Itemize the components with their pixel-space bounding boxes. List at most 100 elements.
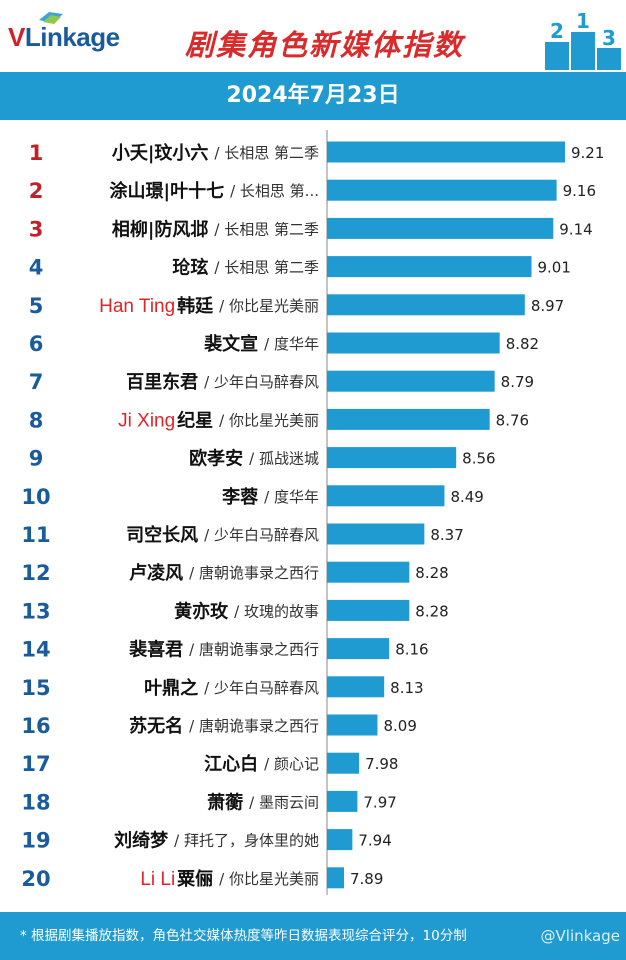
show-label: / 墨雨云间 xyxy=(249,793,319,811)
value-label: 8.49 xyxy=(450,488,483,506)
value-label: 8.28 xyxy=(415,602,448,620)
bar xyxy=(327,485,445,507)
character-name: 欧孝安 xyxy=(189,448,243,470)
show-label: / 孤战迷城 xyxy=(249,450,319,468)
bar xyxy=(327,599,410,621)
page-title: 剧集角色新媒体指数 xyxy=(185,28,465,62)
rank-label: 14 xyxy=(21,638,50,662)
value-label: 9.21 xyxy=(571,144,604,162)
vlinkage-logo: VLinkage xyxy=(8,22,120,53)
rank-label: 1 xyxy=(29,141,44,165)
bar xyxy=(327,561,410,583)
podium-icon: 2 1 3 xyxy=(545,9,621,70)
rank-label: 2 xyxy=(29,179,44,203)
bar xyxy=(327,256,532,278)
rank-label: 4 xyxy=(29,256,44,280)
character-name: 萧蘅 xyxy=(207,792,243,813)
header: VLinkage 剧集角色新媒体指数 2 1 3 xyxy=(0,0,626,72)
rank-label: 15 xyxy=(21,676,50,700)
podium-number-1: 1 xyxy=(576,9,590,33)
character-name: 玱玹 xyxy=(172,257,208,279)
logo-mark-icon xyxy=(39,12,63,24)
show-label: / 唐朝诡事录之西行 xyxy=(189,564,319,582)
value-label: 8.13 xyxy=(390,679,423,697)
rank-label: 11 xyxy=(21,523,50,547)
show-label: / 你比星光美丽 xyxy=(219,411,319,429)
bar xyxy=(327,294,525,316)
rank-label: 10 xyxy=(21,485,50,509)
bar xyxy=(327,790,358,812)
rank-label: 8 xyxy=(29,408,44,432)
show-label: / 玫瑰的故事 xyxy=(234,602,319,620)
value-label: 9.14 xyxy=(559,220,592,238)
show-label: / 度华年 xyxy=(264,488,319,506)
value-label: 7.89 xyxy=(350,870,383,888)
rank-label: 16 xyxy=(21,714,50,738)
value-label: 7.98 xyxy=(365,755,398,773)
show-label: / 长相思 第二季 xyxy=(214,259,319,277)
character-name: 刘绮梦 xyxy=(114,830,169,852)
bar xyxy=(327,141,565,163)
show-label: / 长相思 第... xyxy=(230,182,319,200)
show-label: / 少年白马醉春风 xyxy=(204,679,319,697)
ranking-chart: 1 / 长相思 第二季 小夭|玟小六 9.21 2 / 长相思 第... 涂山璟|叶十七 9.… xyxy=(0,120,626,910)
character-name: 叶鼎之 xyxy=(144,677,198,699)
value-label: 9.01 xyxy=(538,259,571,277)
value-label: 8.82 xyxy=(506,335,539,353)
value-label: 7.94 xyxy=(358,832,391,850)
character-name: 粟俪 xyxy=(176,868,213,890)
value-label: 8.16 xyxy=(395,641,428,659)
footnote: * 根据剧集播放指数，角色社交媒体热度等昨日数据表现综合评分，10分制 xyxy=(20,928,467,944)
show-label: / 唐朝诡事录之西行 xyxy=(189,641,319,659)
logo-v: V xyxy=(8,22,25,52)
bar xyxy=(327,332,500,354)
character-name: 卢凌风 xyxy=(129,562,183,584)
rank-label: 3 xyxy=(29,217,44,241)
value-label: 8.09 xyxy=(383,717,416,735)
bar xyxy=(327,447,457,469)
footer: * 根据剧集播放指数，角色社交媒体热度等昨日数据表现综合评分，10分制 @Vli… xyxy=(0,912,626,960)
character-name: 相柳|防风邶 xyxy=(112,218,209,240)
character-name: 江心白 xyxy=(204,753,258,775)
show-label: / 少年白马醉春风 xyxy=(204,526,319,544)
rank-label: 6 xyxy=(29,332,44,356)
character-name: 司空长风 xyxy=(126,524,198,546)
show-label: / 度华年 xyxy=(264,335,319,353)
rank-label: 18 xyxy=(21,790,50,814)
english-name-note: Ji Xing xyxy=(118,410,175,431)
bar xyxy=(327,867,344,889)
rank-label: 9 xyxy=(29,447,44,471)
value-label: 8.76 xyxy=(496,411,529,429)
character-name: 百里东君 xyxy=(126,371,198,393)
show-label: / 唐朝诡事录之西行 xyxy=(189,717,319,735)
bar xyxy=(327,370,495,392)
podium-number-2: 2 xyxy=(550,19,564,43)
show-label: / 颜心记 xyxy=(264,755,319,773)
value-label: 8.97 xyxy=(531,297,564,315)
footer-brand: @Vlinkage xyxy=(540,927,620,945)
show-label: / 你比星光美丽 xyxy=(219,870,319,888)
bar xyxy=(327,179,557,201)
rank-label: 5 xyxy=(29,294,44,318)
show-label: / 少年白马醉春风 xyxy=(204,373,319,391)
character-name: 黄亦玫 xyxy=(174,600,229,622)
podium-number-3: 3 xyxy=(602,26,616,50)
rank-label: 13 xyxy=(21,599,50,623)
rank-label: 12 xyxy=(21,561,50,585)
show-label: / 长相思 第二季 xyxy=(214,220,319,238)
character-name: 李蓉 xyxy=(221,487,258,508)
bar xyxy=(327,638,390,660)
bar xyxy=(327,829,353,851)
english-name-note: Han Ting xyxy=(99,296,175,317)
bar xyxy=(327,217,554,239)
rank-label: 19 xyxy=(21,829,50,853)
value-label: 7.97 xyxy=(363,793,396,811)
value-label: 8.79 xyxy=(501,373,534,391)
character-name: 纪星 xyxy=(177,409,213,431)
character-name: 小夭|玟小六 xyxy=(112,142,209,164)
value-label: 8.56 xyxy=(462,450,495,468)
character-name: 涂山璟|叶十七 xyxy=(110,180,225,202)
value-label: 8.28 xyxy=(415,564,448,582)
rank-label: 20 xyxy=(21,867,50,891)
rank-label: 7 xyxy=(29,370,44,394)
